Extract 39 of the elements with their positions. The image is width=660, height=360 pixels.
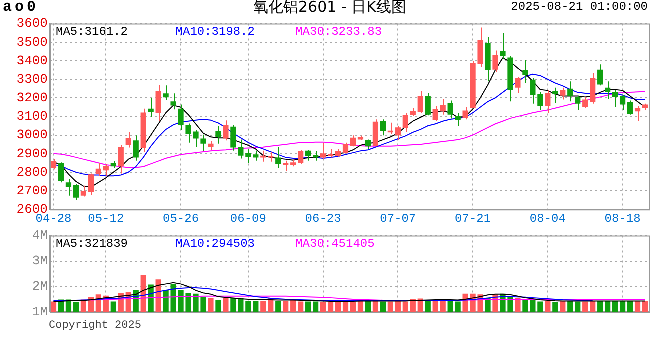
text: MA30:451405	[296, 236, 375, 251]
y-tick-label: 2M	[32, 279, 48, 294]
y-tick-label: 3500	[16, 34, 48, 50]
y-tick-label: 3000	[16, 128, 48, 143]
candlestick	[522, 60, 528, 84]
y-tick-label: 3400	[16, 53, 48, 68]
y-tick-label: 3100	[16, 109, 48, 124]
x-tick-label: 06-23	[305, 212, 342, 226]
chart-title: 氧化铝2601 - 日K线图	[254, 0, 406, 16]
candlestick	[492, 50, 498, 73]
text: MA5:321839	[56, 236, 128, 251]
candlestick	[216, 125, 222, 144]
text: MA5:3161.2	[56, 24, 128, 39]
text: Copyright 2025	[49, 320, 142, 332]
candlestick	[223, 120, 229, 142]
text: 2025-08-21 01:00:00	[511, 0, 648, 14]
x-tick-label: 07-07	[380, 212, 416, 226]
x-tick-label: 06-09	[230, 212, 266, 226]
text: MA10:294503	[176, 236, 256, 251]
x-tick-label: 07-21	[455, 212, 492, 226]
y-tick-label: 3300	[16, 72, 48, 87]
candlestick	[268, 152, 274, 162]
candlestick	[163, 85, 169, 100]
y-tick-label: 3600	[16, 16, 48, 32]
text: MA10:3198.2	[176, 24, 256, 39]
y-tick-label: 2800	[16, 164, 48, 180]
text: MA30:3233.83	[296, 24, 382, 39]
x-tick-label: 05-12	[88, 212, 124, 226]
y-tick-label: 2700	[16, 183, 48, 198]
y-tick-label: 4M	[32, 228, 48, 244]
y-tick-label: 2900	[16, 146, 48, 162]
text: ao0	[3, 0, 40, 16]
x-tick-label: 08-18	[604, 212, 641, 226]
x-tick-label: 08-04	[530, 212, 566, 226]
candlestick	[313, 150, 319, 162]
y-tick-label: 1M	[32, 304, 48, 320]
y-tick-label: 3200	[16, 90, 48, 106]
y-tick-label: 3M	[32, 254, 48, 269]
x-tick-label: 05-26	[163, 212, 200, 226]
